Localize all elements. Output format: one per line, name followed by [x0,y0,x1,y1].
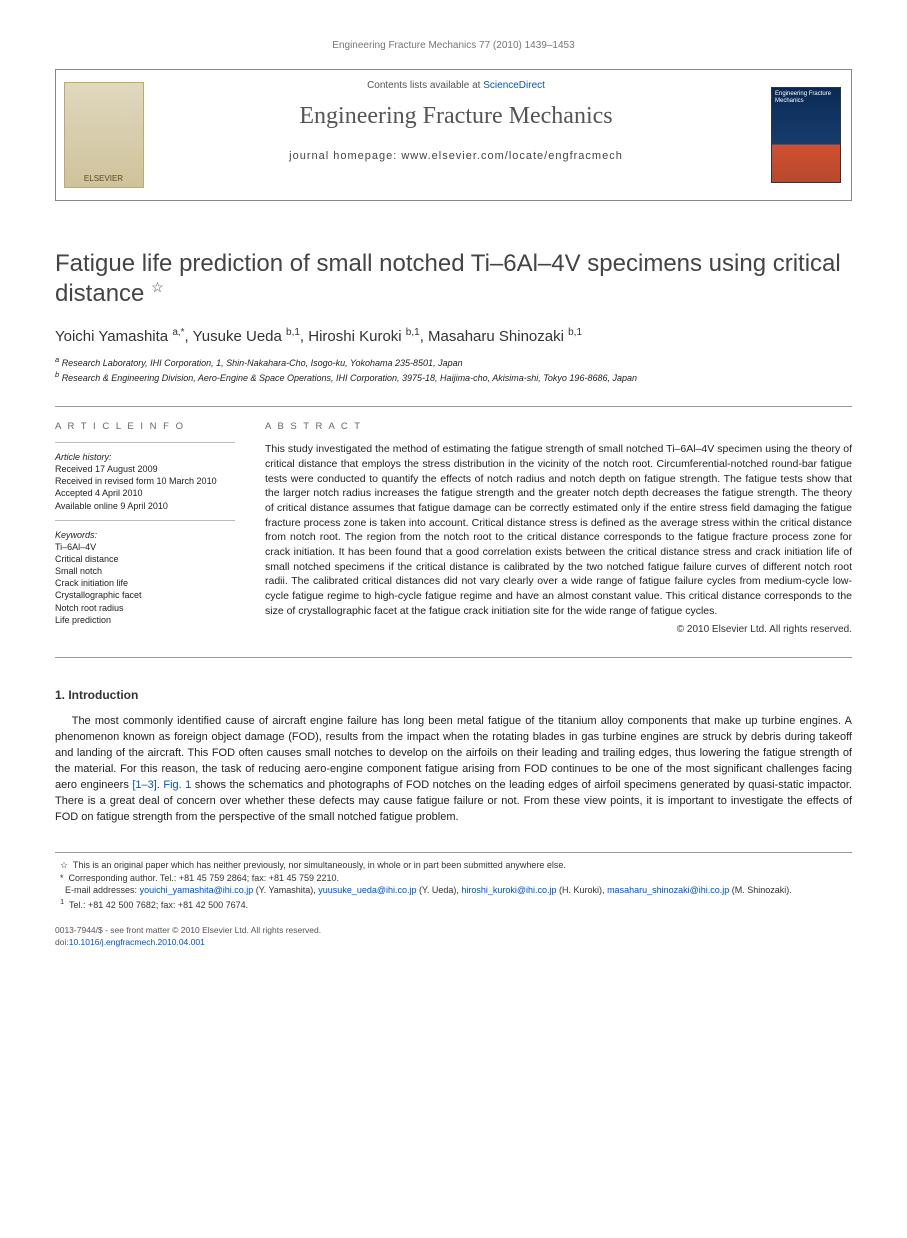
doi-link[interactable]: 10.1016/j.engfracmech.2010.04.001 [69,937,205,947]
email-who: (Y. Ueda), [417,885,462,895]
history-label: Article history: [55,451,235,463]
title-text: Fatigue life prediction of small notched… [55,250,841,307]
issn-line: 0013-7944/$ - see front matter © 2010 El… [55,925,852,937]
cover-text: Engineering Fracture Mechanics [775,91,831,104]
article-title: Fatigue life prediction of small notched… [55,249,852,309]
footnote-star-text: This is an original paper which has neit… [73,860,566,870]
journal-cover-cell: Engineering Fracture Mechanics [761,70,851,200]
article-info-rule1 [55,442,235,443]
history-item: Accepted 4 April 2010 [55,487,235,499]
keyword-item: Crack initiation life [55,577,235,589]
article-info-heading: A R T I C L E I N F O [55,421,235,434]
keyword-item: Life prediction [55,614,235,626]
footnote-one: 1 Tel.: +81 42 500 7682; fax: +81 42 500… [55,897,852,912]
title-footnote-marker: ☆ [151,279,164,295]
contents-line: Contents lists available at ScienceDirec… [151,80,761,91]
email-who: (Y. Yamashita), [253,885,318,895]
footnote-corr-text: Corresponding author. Tel.: +81 45 759 2… [69,873,340,883]
journal-cover-thumb: Engineering Fracture Mechanics [771,87,841,183]
keyword-item: Critical distance [55,553,235,565]
ref-link-1-3[interactable]: [1–3] [132,779,156,791]
abstract-heading: A B S T R A C T [265,421,852,432]
elsevier-logo: ELSEVIER [64,82,144,188]
footnote-star: ☆ This is an original paper which has ne… [55,859,852,872]
journal-homepage: journal homepage: www.elsevier.com/locat… [151,150,761,162]
email-link[interactable]: yuusuke_ueda@ihi.co.jp [318,885,416,895]
email-link[interactable]: hiroshi_kuroki@ihi.co.jp [461,885,556,895]
section-heading-intro: 1. Introduction [55,688,852,702]
publisher-logo-cell: ELSEVIER [56,70,151,200]
affil-b-text: Research & Engineering Division, Aero-En… [62,373,637,383]
abstract-copyright: © 2010 Elsevier Ltd. All rights reserved… [265,624,852,635]
intro-paragraph: The most commonly identified cause of ai… [55,714,852,826]
footnote-corresponding: * Corresponding author. Tel.: +81 45 759… [55,872,852,885]
history-item: Received 17 August 2009 [55,463,235,475]
affiliation-b: b Research & Engineering Division, Aero-… [55,370,852,385]
affil-a-text: Research Laboratory, IHI Corporation, 1,… [62,358,463,368]
history-item: Available online 9 April 2010 [55,500,235,512]
affiliations: a Research Laboratory, IHI Corporation, … [55,355,852,384]
email-who: (M. Shinozaki). [729,885,792,895]
authors-line: Yoichi Yamashita a,*, Yusuke Ueda b,1, H… [55,327,852,345]
journal-header-center: Contents lists available at ScienceDirec… [151,70,761,200]
abstract-text: This study investigated the method of es… [265,442,852,618]
journal-header-box: ELSEVIER Contents lists available at Sci… [55,69,852,201]
affiliation-a: a Research Laboratory, IHI Corporation, … [55,355,852,370]
footnote-one-text: Tel.: +81 42 500 7682; fax: +81 42 500 7… [69,900,248,910]
bottom-block: 0013-7944/$ - see front matter © 2010 El… [55,925,852,949]
history-item: Received in revised form 10 March 2010 [55,475,235,487]
contents-prefix: Contents lists available at [367,80,483,91]
history-list: Received 17 August 2009Received in revis… [55,463,235,512]
keywords-list: Ti–6Al–4VCritical distanceSmall notchCra… [55,541,235,626]
sciencedirect-link[interactable]: ScienceDirect [483,80,545,91]
email-link[interactable]: youichi_yamashita@ihi.co.jp [140,885,254,895]
fig-link-1[interactable]: Fig. 1 [163,779,191,791]
doi-line: doi:10.1016/j.engfracmech.2010.04.001 [55,937,852,949]
article-info-rule2 [55,520,235,521]
publisher-name: ELSEVIER [84,174,123,183]
keyword-item: Small notch [55,565,235,577]
footnotes-block: ☆ This is an original paper which has ne… [55,852,852,911]
email-link[interactable]: masaharu_shinozaki@ihi.co.jp [607,885,729,895]
journal-name: Engineering Fracture Mechanics [151,103,761,130]
emails-label: E-mail addresses: [65,885,137,895]
article-info-column: A R T I C L E I N F O Article history: R… [55,407,235,635]
doi-label: doi: [55,937,69,947]
abstract-column: A B S T R A C T This study investigated … [265,407,852,635]
keywords-label: Keywords: [55,529,235,541]
divider-mid [55,657,852,658]
keyword-item: Notch root radius [55,602,235,614]
keyword-item: Ti–6Al–4V [55,541,235,553]
running-head: Engineering Fracture Mechanics 77 (2010)… [55,40,852,51]
keyword-item: Crystallographic facet [55,589,235,601]
footnote-emails: E-mail addresses: youichi_yamashita@ihi.… [55,884,852,897]
email-who: (H. Kuroki), [557,885,608,895]
